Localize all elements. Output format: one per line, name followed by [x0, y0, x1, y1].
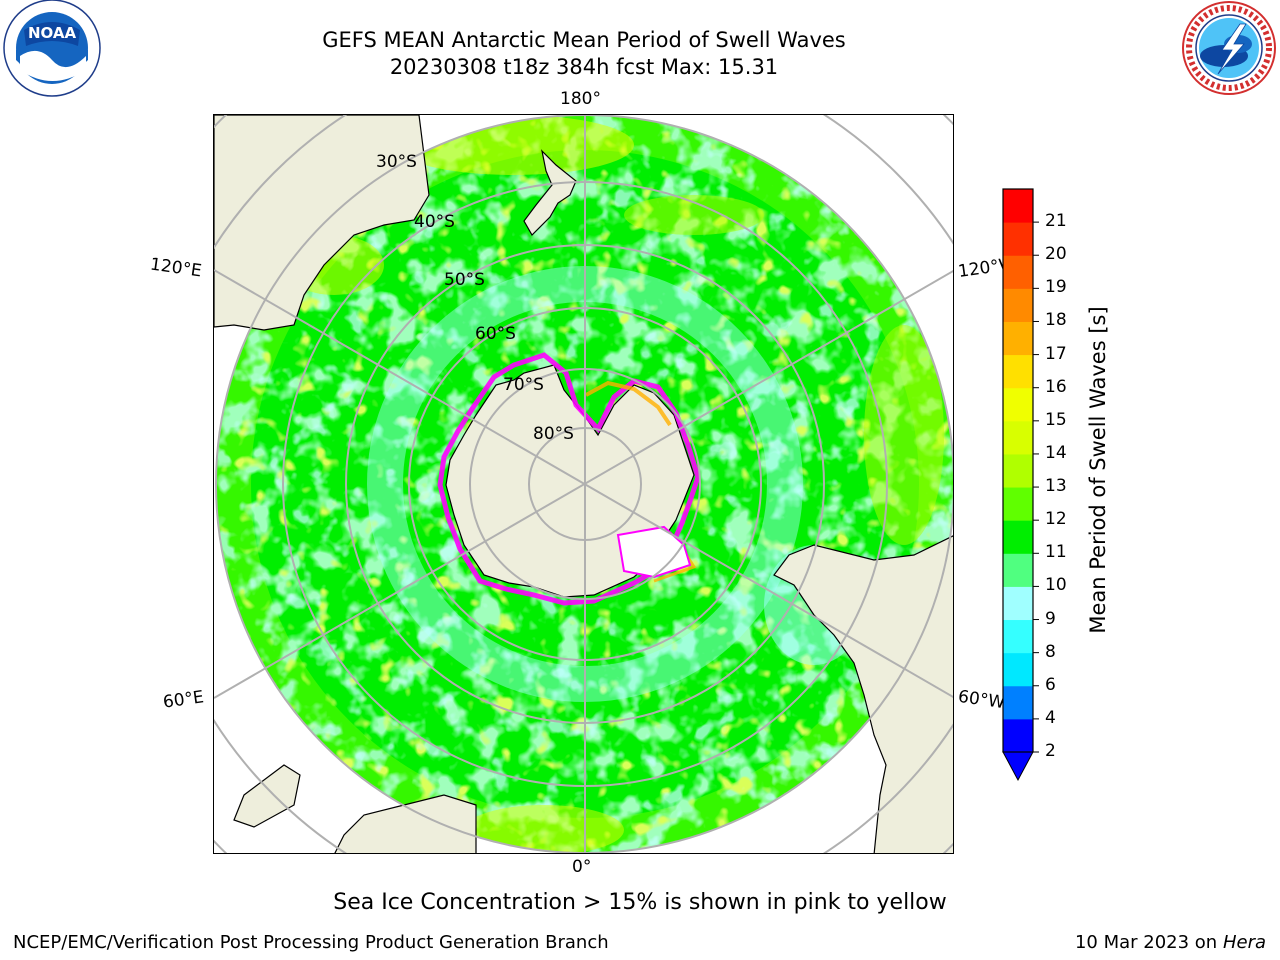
- lat-label-30s: 30°S: [376, 152, 417, 172]
- colorbar: [1002, 188, 1039, 782]
- lat-label-50s: 50°S: [444, 270, 485, 290]
- colorbar-tick-label: 4: [1045, 707, 1056, 728]
- map-title: GEFS MEAN Antarctic Mean Period of Swell…: [322, 28, 846, 52]
- colorbar-tick-label: 14: [1045, 442, 1067, 463]
- polar-map: [213, 114, 954, 854]
- colorbar-tick-label: 15: [1045, 409, 1067, 430]
- colorbar-segments: [1003, 189, 1033, 753]
- colorbar-segment: [1003, 387, 1033, 422]
- colorbar-extend-arrow: [1002, 751, 1034, 782]
- colorbar-segment: [1003, 619, 1033, 654]
- colorbar-tick-label: 19: [1045, 277, 1067, 298]
- lat-label-70s: 70°S: [503, 375, 544, 395]
- lon-label-0: 0°: [572, 857, 592, 877]
- footer-date: 10 Mar 2023 on Hera: [1075, 932, 1266, 953]
- colorbar-tick-label: 17: [1045, 343, 1067, 364]
- colorbar-segment: [1003, 354, 1033, 389]
- colorbar-tick-label: 2: [1045, 741, 1056, 761]
- colorbar-segment: [1003, 288, 1033, 322]
- noaa-logo-icon: NOAA: [3, 0, 101, 97]
- lon-label-60e: 60°E: [161, 687, 206, 713]
- colorbar-segment: [1003, 718, 1033, 753]
- colorbar-segment: [1003, 520, 1033, 554]
- colorbar-tick-label: 10: [1045, 575, 1067, 596]
- lon-label-120e: 120°E: [148, 254, 203, 282]
- colorbar-tick-label: 6: [1045, 674, 1056, 695]
- polar-map-canvas: [214, 115, 953, 853]
- colorbar-segment: [1003, 222, 1033, 256]
- map-subtitle: 20230308 t18z 384h fcst Max: 15.31: [389, 55, 779, 79]
- colorbar-tick-label: 16: [1045, 376, 1067, 397]
- colorbar-tick-label: 11: [1045, 542, 1067, 563]
- colorbar-segment: [1003, 420, 1033, 455]
- nws-logo-icon: [1182, 1, 1276, 95]
- colorbar-segment: [1003, 453, 1033, 488]
- colorbar-title: Mean Period of Swell Waves [s]: [1086, 306, 1110, 634]
- colorbar-tick-label: 18: [1045, 310, 1067, 331]
- colorbar-tick-label: 8: [1045, 641, 1056, 662]
- colorbar-segment: [1003, 652, 1033, 687]
- footer-credit: NCEP/EMC/Verification Post Processing Pr…: [13, 932, 609, 953]
- lat-label-40s: 40°S: [414, 212, 455, 232]
- lon-label-180: 180°: [560, 89, 601, 109]
- colorbar-segment: [1003, 586, 1033, 621]
- colorbar-segment: [1003, 321, 1033, 356]
- colorbar-tick-label: 12: [1045, 509, 1067, 530]
- lat-label-60s: 60°S: [475, 324, 516, 344]
- colorbar-border: [1002, 188, 1034, 753]
- footer-date-text: 10 Mar 2023 on: [1074, 932, 1218, 953]
- colorbar-tick-label: 9: [1045, 608, 1056, 629]
- colorbar-segment: [1003, 685, 1033, 720]
- colorbar-segment: [1003, 487, 1033, 521]
- footer-machine: Hera: [1222, 932, 1266, 953]
- colorbar-segment: [1003, 189, 1033, 223]
- sea-ice-note: Sea Ice Concentration > 15% is shown in …: [333, 890, 947, 915]
- graticule: [214, 115, 953, 853]
- colorbar-tick-label: 20: [1045, 244, 1067, 265]
- colorbar-segment: [1003, 553, 1033, 587]
- colorbar-segment: [1003, 255, 1033, 289]
- lat-label-80s: 80°S: [533, 424, 574, 444]
- colorbar-tick-label: 21: [1045, 211, 1067, 232]
- noaa-logo-text: NOAA: [28, 24, 77, 42]
- colorbar-tick-label: 13: [1045, 476, 1067, 497]
- colorbar-ticks: [1033, 221, 1039, 753]
